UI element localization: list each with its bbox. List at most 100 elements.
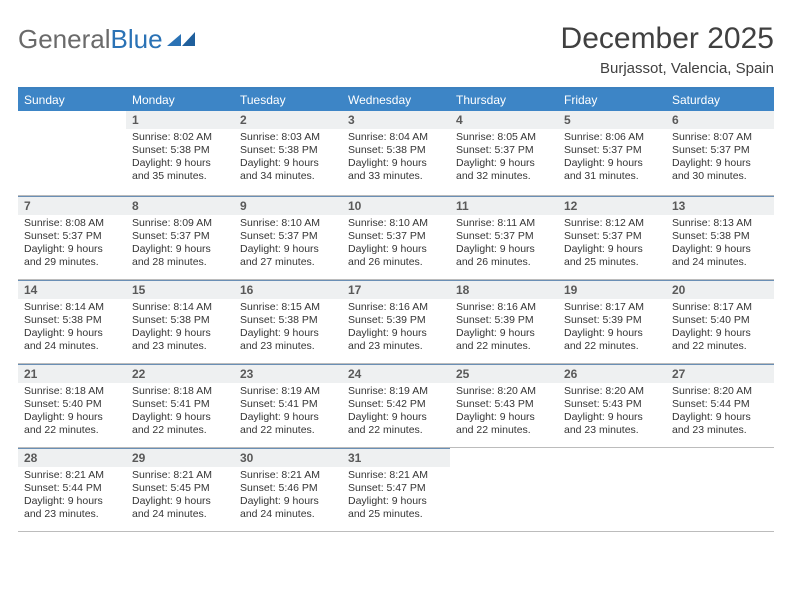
day-number: 20 xyxy=(666,280,774,299)
day-number: 24 xyxy=(342,364,450,383)
calendar-cell: 13Sunrise: 8:13 AMSunset: 5:38 PMDayligh… xyxy=(666,195,774,279)
day-body: Sunrise: 8:18 AMSunset: 5:41 PMDaylight:… xyxy=(126,383,234,441)
weekday-header: Saturday xyxy=(666,88,774,111)
day-body: Sunrise: 8:06 AMSunset: 5:37 PMDaylight:… xyxy=(558,129,666,187)
day-number: 5 xyxy=(558,111,666,129)
day-body: Sunrise: 8:13 AMSunset: 5:38 PMDaylight:… xyxy=(666,215,774,273)
day-body: Sunrise: 8:15 AMSunset: 5:38 PMDaylight:… xyxy=(234,299,342,357)
day-body: Sunrise: 8:21 AMSunset: 5:44 PMDaylight:… xyxy=(18,467,126,525)
calendar-cell: 11Sunrise: 8:11 AMSunset: 5:37 PMDayligh… xyxy=(450,195,558,279)
calendar-table: SundayMondayTuesdayWednesdayThursdayFrid… xyxy=(18,87,774,532)
calendar-cell: 29Sunrise: 8:21 AMSunset: 5:45 PMDayligh… xyxy=(126,447,234,531)
weekday-header: Tuesday xyxy=(234,88,342,111)
day-body: Sunrise: 8:10 AMSunset: 5:37 PMDaylight:… xyxy=(234,215,342,273)
day-number: 23 xyxy=(234,364,342,383)
calendar-cell xyxy=(450,447,558,531)
day-body: Sunrise: 8:08 AMSunset: 5:37 PMDaylight:… xyxy=(18,215,126,273)
weekday-header: Monday xyxy=(126,88,234,111)
weekday-header-row: SundayMondayTuesdayWednesdayThursdayFrid… xyxy=(18,88,774,111)
calendar-cell: 17Sunrise: 8:16 AMSunset: 5:39 PMDayligh… xyxy=(342,279,450,363)
weekday-header: Friday xyxy=(558,88,666,111)
day-number: 31 xyxy=(342,448,450,467)
brand-part2: Blue xyxy=(111,24,163,55)
day-number: 21 xyxy=(18,364,126,383)
day-body: Sunrise: 8:05 AMSunset: 5:37 PMDaylight:… xyxy=(450,129,558,187)
calendar-cell: 5Sunrise: 8:06 AMSunset: 5:37 PMDaylight… xyxy=(558,111,666,195)
calendar-cell: 16Sunrise: 8:15 AMSunset: 5:38 PMDayligh… xyxy=(234,279,342,363)
day-body: Sunrise: 8:20 AMSunset: 5:43 PMDaylight:… xyxy=(450,383,558,441)
day-number: 16 xyxy=(234,280,342,299)
day-body: Sunrise: 8:10 AMSunset: 5:37 PMDaylight:… xyxy=(342,215,450,273)
header: GeneralBlue December 2025 Burjassot, Val… xyxy=(18,22,774,77)
weekday-header: Thursday xyxy=(450,88,558,111)
calendar-cell xyxy=(18,111,126,195)
location-text: Burjassot, Valencia, Spain xyxy=(561,60,774,77)
weekday-header: Wednesday xyxy=(342,88,450,111)
weekday-header: Sunday xyxy=(18,88,126,111)
day-body: Sunrise: 8:21 AMSunset: 5:45 PMDaylight:… xyxy=(126,467,234,525)
calendar-cell: 18Sunrise: 8:16 AMSunset: 5:39 PMDayligh… xyxy=(450,279,558,363)
day-number: 18 xyxy=(450,280,558,299)
day-number: 10 xyxy=(342,196,450,215)
day-number: 25 xyxy=(450,364,558,383)
day-number: 7 xyxy=(18,196,126,215)
day-number: 22 xyxy=(126,364,234,383)
day-number: 6 xyxy=(666,111,774,129)
day-body: Sunrise: 8:18 AMSunset: 5:40 PMDaylight:… xyxy=(18,383,126,441)
day-number: 27 xyxy=(666,364,774,383)
calendar-cell: 30Sunrise: 8:21 AMSunset: 5:46 PMDayligh… xyxy=(234,447,342,531)
calendar-row: 21Sunrise: 8:18 AMSunset: 5:40 PMDayligh… xyxy=(18,363,774,447)
day-number: 28 xyxy=(18,448,126,467)
day-number: 15 xyxy=(126,280,234,299)
day-body: Sunrise: 8:16 AMSunset: 5:39 PMDaylight:… xyxy=(342,299,450,357)
day-body: Sunrise: 8:16 AMSunset: 5:39 PMDaylight:… xyxy=(450,299,558,357)
day-body: Sunrise: 8:09 AMSunset: 5:37 PMDaylight:… xyxy=(126,215,234,273)
calendar-cell: 28Sunrise: 8:21 AMSunset: 5:44 PMDayligh… xyxy=(18,447,126,531)
day-number: 30 xyxy=(234,448,342,467)
calendar-cell xyxy=(558,447,666,531)
calendar-cell: 2Sunrise: 8:03 AMSunset: 5:38 PMDaylight… xyxy=(234,111,342,195)
day-body: Sunrise: 8:03 AMSunset: 5:38 PMDaylight:… xyxy=(234,129,342,187)
calendar-row: 7Sunrise: 8:08 AMSunset: 5:37 PMDaylight… xyxy=(18,195,774,279)
day-body: Sunrise: 8:19 AMSunset: 5:41 PMDaylight:… xyxy=(234,383,342,441)
day-body: Sunrise: 8:21 AMSunset: 5:47 PMDaylight:… xyxy=(342,467,450,525)
calendar-row: 14Sunrise: 8:14 AMSunset: 5:38 PMDayligh… xyxy=(18,279,774,363)
day-number: 11 xyxy=(450,196,558,215)
day-body: Sunrise: 8:20 AMSunset: 5:44 PMDaylight:… xyxy=(666,383,774,441)
calendar-cell: 15Sunrise: 8:14 AMSunset: 5:38 PMDayligh… xyxy=(126,279,234,363)
day-number: 13 xyxy=(666,196,774,215)
day-number: 4 xyxy=(450,111,558,129)
day-number: 3 xyxy=(342,111,450,129)
calendar-cell: 3Sunrise: 8:04 AMSunset: 5:38 PMDaylight… xyxy=(342,111,450,195)
calendar-cell: 27Sunrise: 8:20 AMSunset: 5:44 PMDayligh… xyxy=(666,363,774,447)
calendar-cell: 8Sunrise: 8:09 AMSunset: 5:37 PMDaylight… xyxy=(126,195,234,279)
calendar-row: 28Sunrise: 8:21 AMSunset: 5:44 PMDayligh… xyxy=(18,447,774,531)
day-number: 19 xyxy=(558,280,666,299)
calendar-cell: 23Sunrise: 8:19 AMSunset: 5:41 PMDayligh… xyxy=(234,363,342,447)
day-body: Sunrise: 8:14 AMSunset: 5:38 PMDaylight:… xyxy=(126,299,234,357)
day-number: 9 xyxy=(234,196,342,215)
day-body: Sunrise: 8:14 AMSunset: 5:38 PMDaylight:… xyxy=(18,299,126,357)
brand-mark-icon xyxy=(167,24,195,55)
day-number: 12 xyxy=(558,196,666,215)
calendar-cell: 9Sunrise: 8:10 AMSunset: 5:37 PMDaylight… xyxy=(234,195,342,279)
day-body: Sunrise: 8:07 AMSunset: 5:37 PMDaylight:… xyxy=(666,129,774,187)
day-body: Sunrise: 8:19 AMSunset: 5:42 PMDaylight:… xyxy=(342,383,450,441)
calendar-cell: 7Sunrise: 8:08 AMSunset: 5:37 PMDaylight… xyxy=(18,195,126,279)
day-number: 2 xyxy=(234,111,342,129)
calendar-cell: 26Sunrise: 8:20 AMSunset: 5:43 PMDayligh… xyxy=(558,363,666,447)
day-number: 17 xyxy=(342,280,450,299)
day-number: 1 xyxy=(126,111,234,129)
day-body: Sunrise: 8:02 AMSunset: 5:38 PMDaylight:… xyxy=(126,129,234,187)
title-block: December 2025 Burjassot, Valencia, Spain xyxy=(561,22,774,77)
day-body: Sunrise: 8:17 AMSunset: 5:40 PMDaylight:… xyxy=(666,299,774,357)
day-body: Sunrise: 8:04 AMSunset: 5:38 PMDaylight:… xyxy=(342,129,450,187)
calendar-cell: 4Sunrise: 8:05 AMSunset: 5:37 PMDaylight… xyxy=(450,111,558,195)
day-body: Sunrise: 8:21 AMSunset: 5:46 PMDaylight:… xyxy=(234,467,342,525)
calendar-cell: 20Sunrise: 8:17 AMSunset: 5:40 PMDayligh… xyxy=(666,279,774,363)
day-number: 8 xyxy=(126,196,234,215)
calendar-cell: 24Sunrise: 8:19 AMSunset: 5:42 PMDayligh… xyxy=(342,363,450,447)
day-body: Sunrise: 8:12 AMSunset: 5:37 PMDaylight:… xyxy=(558,215,666,273)
brand-logo: GeneralBlue xyxy=(18,22,195,55)
day-body: Sunrise: 8:17 AMSunset: 5:39 PMDaylight:… xyxy=(558,299,666,357)
